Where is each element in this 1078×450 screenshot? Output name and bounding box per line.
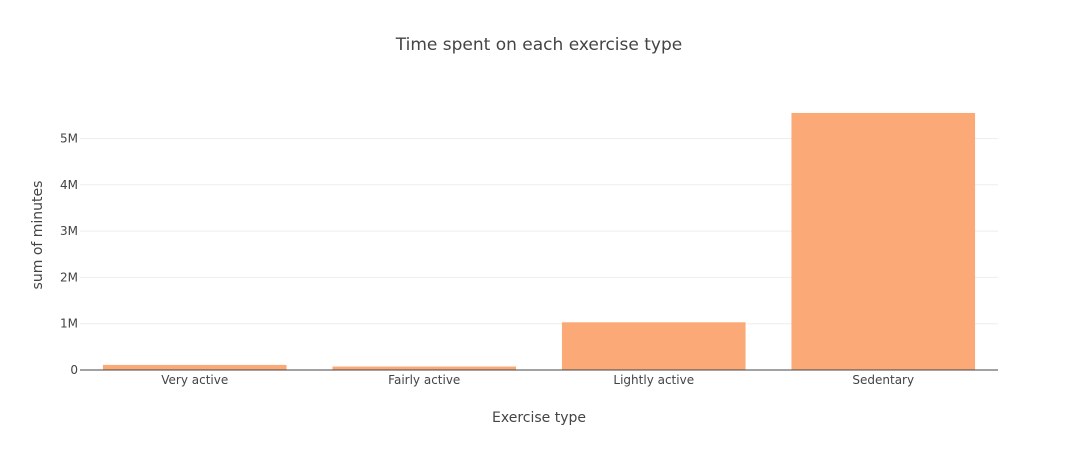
bars <box>102 112 976 370</box>
y-axis-title: sum of minutes <box>30 181 46 290</box>
y-tick-label: 1M <box>60 317 78 331</box>
bar-very-active[interactable] <box>102 364 287 370</box>
y-tick-label: 2M <box>60 270 78 284</box>
y-tick-label: 0 <box>70 363 78 377</box>
bar-fairly-active[interactable] <box>332 366 517 370</box>
bar-lightly-active[interactable] <box>561 322 746 370</box>
y-tick-label: 5M <box>60 131 78 145</box>
x-tick-label: Lightly active <box>613 373 694 387</box>
y-axis-ticks: 0 1M 2M 3M 4M 5M <box>60 131 78 377</box>
y-tick-label: 4M <box>60 178 78 192</box>
x-axis-ticks: Very active Fairly active Lightly active Se… <box>161 373 914 387</box>
x-tick-label: Sedentary <box>852 373 914 387</box>
bar-sedentary[interactable] <box>791 112 976 370</box>
chart-title: Time spent on each exercise type <box>395 35 682 55</box>
x-axis-title: Exercise type <box>492 410 586 426</box>
x-tick-label: Fairly active <box>388 373 460 387</box>
x-tick-label: Very active <box>161 373 228 387</box>
y-tick-label: 3M <box>60 224 78 238</box>
